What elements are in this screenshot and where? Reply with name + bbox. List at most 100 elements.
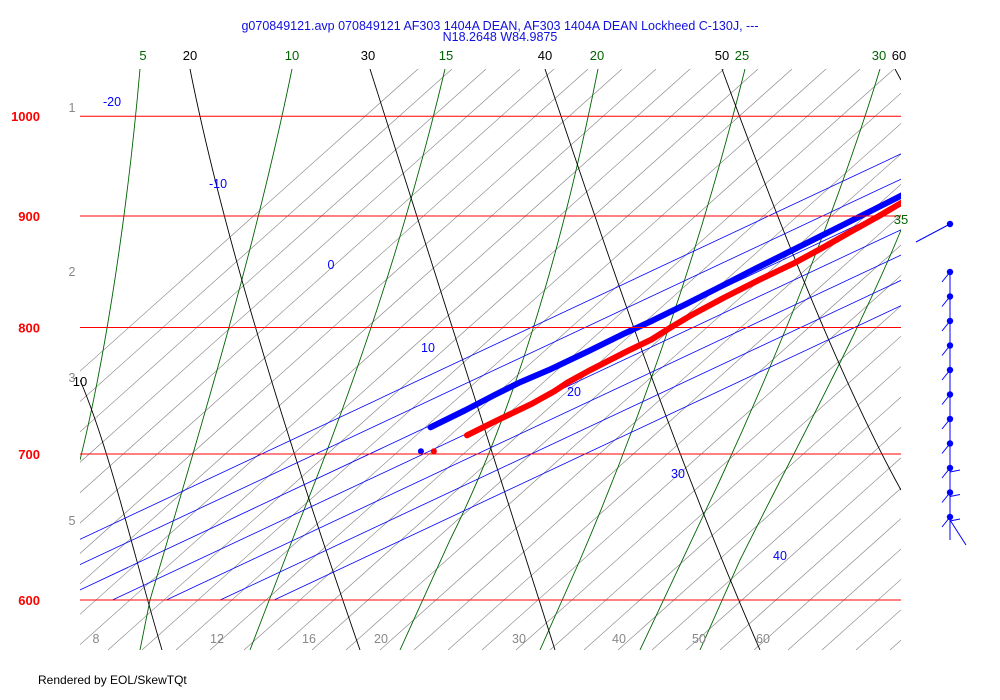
isobar-label: 800 <box>18 321 40 336</box>
moist-adiabat-5 <box>80 69 141 461</box>
mixing-ratio-line <box>107 69 759 650</box>
wind-barb <box>941 369 951 381</box>
moist-adiabat-10 <box>139 69 293 650</box>
mixing-ratio-line <box>617 396 901 650</box>
wind-barb <box>941 320 951 332</box>
mixing-ratio-line <box>481 275 901 650</box>
mixing-ratio-line <box>379 183 901 650</box>
dry-adiabat-50 <box>721 69 901 491</box>
mixing-ratio-line <box>80 69 419 372</box>
isotherm-label: 30 <box>671 467 685 481</box>
wind-barb <box>941 467 951 479</box>
isotherm-label: -20 <box>103 95 121 109</box>
mixing-ratio-line <box>787 548 901 650</box>
mixing-ratio-line <box>583 366 901 650</box>
mixing-ratio-line <box>413 214 901 650</box>
mixing-ratio-label: 3 <box>69 371 76 385</box>
isotherm--20 <box>80 153 901 540</box>
wind-barb <box>915 223 951 243</box>
wind-barb <box>941 296 951 307</box>
mixing-ratio-line <box>821 578 901 650</box>
isotherm-label: 10 <box>421 341 435 355</box>
dry-adiabat-label: 30 <box>361 48 375 63</box>
isotherm--10 <box>80 178 901 566</box>
mixing-ratio-line <box>447 244 901 650</box>
isotherm-label: 20 <box>567 385 581 399</box>
isobar-label: 700 <box>18 447 40 462</box>
dry-adiabat-20 <box>189 69 361 650</box>
mixing-ratio-line <box>277 92 901 650</box>
moist-adiabat-30 <box>639 69 881 650</box>
wind-barb <box>941 443 951 454</box>
mixing-ratio-line <box>345 153 901 650</box>
wind-barb <box>941 516 951 528</box>
mixing-ratio-label: 8 <box>93 632 100 646</box>
moist-adiabat-label: 30 <box>872 48 886 63</box>
footer-credit: Rendered by EOL/SkewTQt <box>38 673 187 687</box>
isobar-label: 1000 <box>11 109 40 124</box>
moist-adiabat-35 <box>699 229 901 650</box>
mixing-ratio-line <box>753 518 901 650</box>
dry-adiabat-label: 10 <box>73 374 87 389</box>
mixing-ratio-line <box>549 335 901 650</box>
isotherm-0 <box>80 204 901 591</box>
mixing-ratio-label: 12 <box>210 632 224 646</box>
wind-barb <box>941 394 951 405</box>
temperature-top-point <box>430 448 437 455</box>
mixing-ratio-label: 16 <box>302 632 316 646</box>
moist-adiabat-label: 25 <box>735 48 749 63</box>
mixing-ratio-line <box>175 69 827 650</box>
mixing-ratio-line <box>80 69 623 554</box>
wind-barb <box>941 271 951 283</box>
isotherm-40 <box>273 305 901 601</box>
moist-adiabat-15 <box>249 69 446 650</box>
isotherm-30 <box>220 279 901 601</box>
mixing-ratio-line <box>651 427 901 650</box>
dewpoint-profile <box>427 192 901 431</box>
mixing-ratio-label: 5 <box>69 514 76 528</box>
mixing-ratio-line <box>80 69 453 402</box>
moist-adiabat-label: 5 <box>139 48 146 63</box>
isotherm-10 <box>112 229 901 601</box>
mixing-ratio-label: 2 <box>69 265 76 279</box>
mixing-ratio-line <box>141 69 793 650</box>
isotherm-20 <box>166 254 901 601</box>
dry-adiabat-label: 20 <box>183 48 197 63</box>
mixing-ratio-label: 20 <box>374 632 388 646</box>
mixing-ratio-line <box>685 457 901 650</box>
mixing-ratio-line <box>719 487 901 650</box>
temperature-profile <box>463 199 901 439</box>
mixing-ratio-label: 50 <box>692 632 706 646</box>
dewpoint-top-point <box>417 448 424 455</box>
wind-barb <box>949 519 967 546</box>
mixing-ratio-line <box>80 69 521 463</box>
mixing-ratio-line <box>80 69 691 615</box>
moist-adiabat-20 <box>399 69 599 650</box>
mixing-ratio-line <box>80 69 555 494</box>
moist-adiabat-label: 20 <box>590 48 604 63</box>
wind-barb <box>941 345 951 356</box>
moist-adiabat-label: 10 <box>285 48 299 63</box>
dry-adiabat-40 <box>544 69 761 650</box>
chart-subtitle: N18.2648 W84.9875 <box>442 30 558 44</box>
mixing-ratio-label: 30 <box>512 632 526 646</box>
dry-adiabat-label: 40 <box>538 48 552 63</box>
mixing-ratio-label: 1 <box>69 101 76 115</box>
isobar-label: 900 <box>18 209 40 224</box>
chart-title: g070849121.avp 070849121 AF303 1404A DEA… <box>241 19 759 33</box>
mixing-ratio-line <box>855 609 901 650</box>
mixing-ratio-line <box>80 69 487 433</box>
mixing-ratio-line <box>80 69 589 524</box>
mixing-ratio-line <box>209 69 861 650</box>
dry-adiabat-label: 50 <box>715 48 729 63</box>
dry-adiabat-10 <box>80 379 163 650</box>
mixing-ratio-line <box>889 639 901 650</box>
wind-barb <box>949 494 961 497</box>
moist-adiabat-label: 15 <box>439 48 453 63</box>
mixing-ratio-label: 40 <box>612 632 626 646</box>
mixing-ratio-line <box>80 69 725 646</box>
isotherm-label: 40 <box>773 549 787 563</box>
isotherm-label: -10 <box>209 177 227 191</box>
wind-barb <box>941 418 951 430</box>
